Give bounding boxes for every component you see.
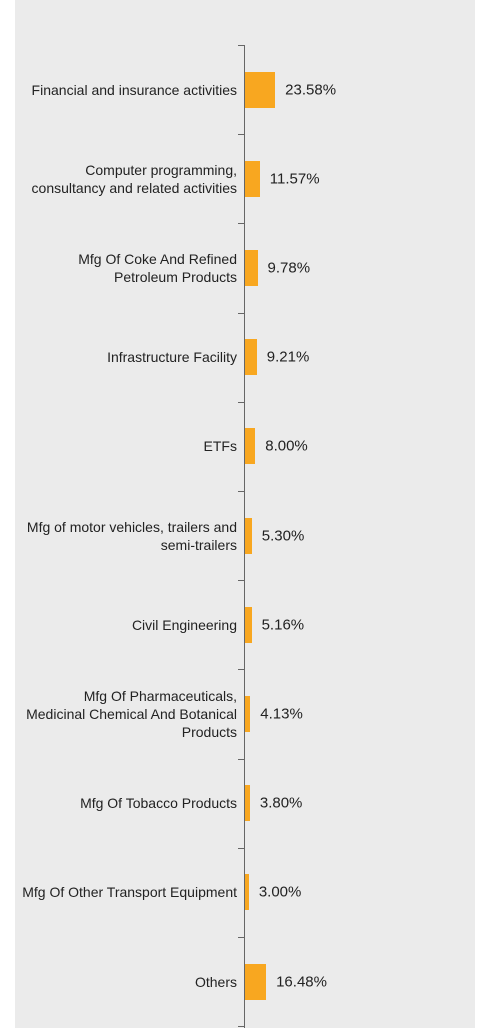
category-label: Financial and insurance activities [31,81,237,98]
category-label: Infrastructure Facility [107,349,237,366]
value-label: 9.21% [266,348,310,366]
value-label: 5.30% [261,527,305,545]
axis-tick [238,491,245,492]
axis-tick [238,45,245,46]
axis-tick [238,401,245,403]
category-label: Others [194,973,237,990]
category-label: ETFs [203,438,237,455]
axis-tick [238,134,245,136]
bar [245,696,251,732]
bar [245,160,260,197]
axis-line [244,45,245,1028]
value-label: 8.00% [265,437,308,455]
axis-tick [238,847,245,849]
category-label: Mfg Of Tobacco Products [80,795,237,812]
axis-tick [238,669,245,671]
category-label: Mfg Of Coke And Refined Petroleum Produc… [78,251,237,285]
axis-tick [238,937,245,938]
axis-tick [238,312,245,314]
category-label: Mfg Of Other Transport Equipment [22,884,237,901]
value-label: 3.80% [259,794,303,812]
bar [245,606,252,643]
bar [245,785,250,822]
axis-tick [238,223,245,225]
category-label: Mfg of motor vehicles, trailers and semi… [26,518,237,553]
bar [245,874,249,911]
category-label: Civil Engineering [131,616,237,633]
category-label: Computer programming, consultancy and re… [31,161,237,196]
bar [245,339,257,376]
value-label: 4.13% [260,705,303,723]
axis-tick [238,758,245,760]
bar [245,250,258,286]
value-label: 23.58% [285,81,337,99]
value-label: 5.16% [261,616,305,634]
value-label: 3.00% [258,883,302,901]
value-label: 9.78% [267,259,311,277]
value-label: 16.48% [276,973,327,991]
value-label: 11.57% [269,170,320,188]
bar [245,963,267,1000]
bar [245,71,276,108]
axis-tick [238,1026,245,1028]
bar [245,428,256,465]
category-label: Mfg Of Pharmaceuticals, Medicinal Chemic… [26,688,237,740]
bar [245,517,252,554]
axis-tick [238,580,245,582]
